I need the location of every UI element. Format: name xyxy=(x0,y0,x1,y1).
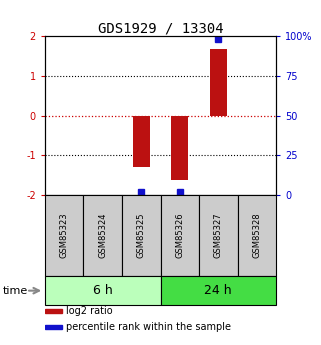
Bar xyxy=(45,325,62,329)
Text: GSM85324: GSM85324 xyxy=(98,213,107,258)
Bar xyxy=(133,116,150,167)
Title: GDS1929 / 13304: GDS1929 / 13304 xyxy=(98,21,223,35)
Bar xyxy=(160,195,199,276)
Text: log2 ratio: log2 ratio xyxy=(66,306,113,316)
Text: GSM85328: GSM85328 xyxy=(252,213,261,258)
Bar xyxy=(199,195,238,276)
Bar xyxy=(45,195,83,276)
Bar xyxy=(210,49,227,116)
Bar xyxy=(45,276,160,305)
Bar xyxy=(171,116,188,180)
Text: time: time xyxy=(3,286,29,296)
Bar xyxy=(122,195,160,276)
Text: 6 h: 6 h xyxy=(93,284,113,297)
Text: percentile rank within the sample: percentile rank within the sample xyxy=(66,322,231,332)
Bar xyxy=(238,195,276,276)
Text: GSM85323: GSM85323 xyxy=(60,213,69,258)
Bar xyxy=(45,308,62,313)
Bar xyxy=(83,195,122,276)
Text: GSM85327: GSM85327 xyxy=(214,213,223,258)
Text: GSM85325: GSM85325 xyxy=(137,213,146,258)
Text: GSM85326: GSM85326 xyxy=(175,213,184,258)
Bar xyxy=(160,276,276,305)
Text: 24 h: 24 h xyxy=(204,284,232,297)
